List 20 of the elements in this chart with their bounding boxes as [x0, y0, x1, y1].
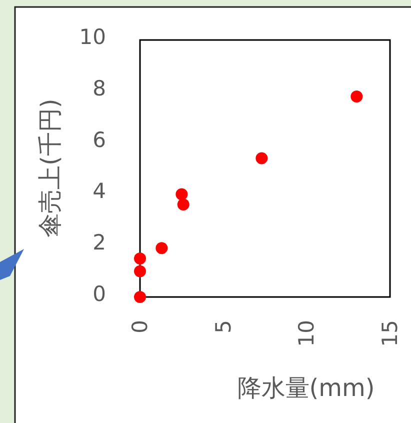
y-tick-label: 8	[92, 76, 106, 100]
point	[134, 291, 146, 303]
y-tick-label: 4	[92, 179, 106, 204]
point	[177, 198, 190, 210]
y-tick-label: 6	[92, 128, 106, 152]
point	[134, 265, 146, 278]
point	[256, 152, 268, 164]
y-axis-title: 傘売上(千円)	[36, 98, 64, 238]
y-tick-label: 0	[92, 282, 106, 306]
point	[176, 188, 188, 200]
y-tick-label: 2	[92, 230, 106, 255]
x-axis-title: 降水量(mm)	[237, 374, 375, 402]
point	[134, 252, 146, 264]
x-tick-label: 0	[128, 320, 152, 334]
x-tick-label: 5	[211, 320, 236, 334]
y-tick-label: 10	[79, 25, 106, 49]
x-tick-label: 10	[294, 320, 319, 347]
point	[156, 242, 168, 254]
point	[350, 90, 363, 103]
x-tick-label: 15	[378, 320, 402, 347]
